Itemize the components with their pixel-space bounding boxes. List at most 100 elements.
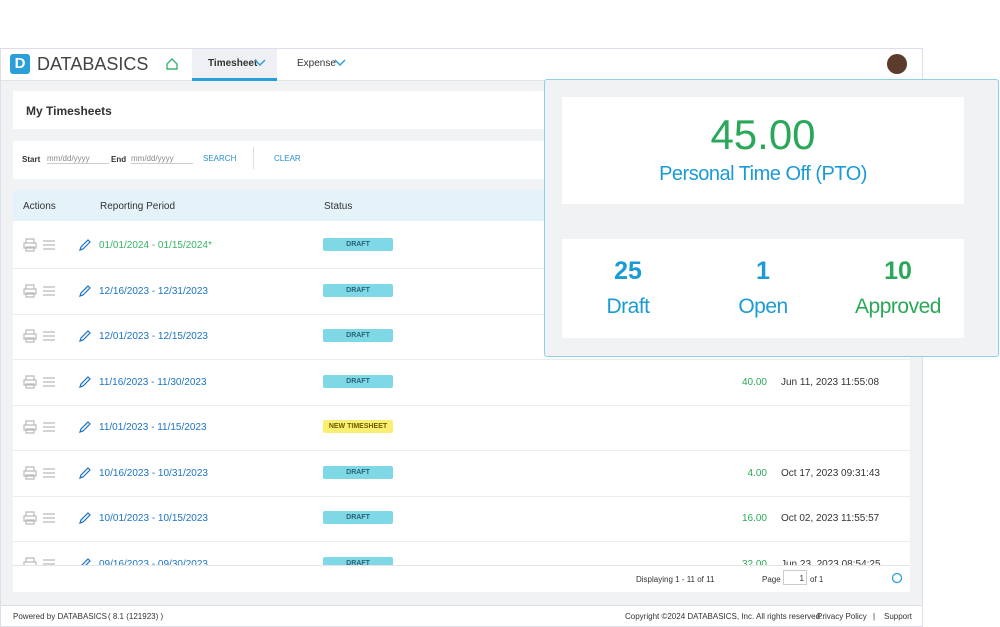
hours: 32.00 [741, 558, 767, 566]
modified-date: Jun 11, 2023 11:55:08 [781, 376, 880, 388]
hours: 4.00 [747, 467, 767, 479]
separator: | [873, 612, 876, 621]
column-header[interactable]: Actions [23, 201, 56, 212]
pto-hours: 45.00 [710, 111, 816, 158]
table-row: 10/01/2023 - 10/15/2023 DRAFT 16.00 Oct 02,… [13, 496, 910, 542]
print-icon[interactable] [23, 283, 37, 298]
status-badge: DRAFT [323, 238, 393, 251]
status-badge: DRAFT [323, 556, 393, 565]
print-icon[interactable] [23, 511, 37, 525]
stat-label: Open [738, 295, 788, 318]
stat-value: 1 [756, 257, 770, 285]
print-icon[interactable] [23, 556, 37, 566]
column-header[interactable]: Status [324, 201, 353, 212]
column-header[interactable]: Reporting Period [100, 201, 176, 212]
hours: 40.00 [741, 376, 767, 388]
reporting-period[interactable]: 11/01/2023 - 11/15/2023 [99, 422, 207, 433]
reporting-period[interactable]: 01/01/2024 - 01/15/2024* [99, 240, 212, 251]
table-row: 12/16/2023 - 12/31/2023 DRAFT [13, 269, 910, 315]
stat-value: 25 [614, 257, 642, 285]
status-badge: DRAFT [323, 329, 393, 342]
table-row: 10/16/2023 - 10/31/2023 DRAFT 4.00 Oct 17, … [13, 451, 910, 497]
search-button[interactable]: SEARCH [203, 154, 237, 163]
menu-icon[interactable] [42, 238, 56, 252]
menu-icon[interactable] [42, 329, 56, 343]
reporting-period[interactable]: 11/16/2023 - 11/30/2023 [99, 376, 207, 388]
modified-date: Oct 17, 2023 09:31:43 [781, 467, 880, 479]
status-badge: DRAFT [323, 283, 393, 297]
pager-display: Displaying 1 - 11 of 11 [636, 575, 715, 584]
table-row: 12/01/2023 - 12/15/2023 DRAFT [13, 314, 910, 360]
status-badge: DRAFT [323, 511, 393, 524]
status-badge: NEW TIMESHEET [323, 420, 393, 433]
reporting-period[interactable]: 10/16/2023 - 10/31/2023 [99, 467, 208, 479]
avatar[interactable] [887, 54, 907, 74]
status-badge: DRAFT [323, 374, 393, 388]
divider [253, 147, 254, 169]
table-row: 09/16/2023 - 09/30/2023 DRAFT 32.00 Jun 23,… [13, 542, 910, 566]
clear-button[interactable]: CLEAR [274, 154, 301, 163]
edit-icon[interactable] [78, 557, 92, 566]
reporting-period[interactable]: 09/16/2023 - 09/30/2023 [99, 558, 208, 566]
menu-icon[interactable] [42, 466, 56, 480]
chev [254, 59, 266, 67]
tab[interactable]: Timesheet [208, 58, 258, 69]
menu-icon[interactable] [42, 284, 56, 298]
menu-icon[interactable] [42, 511, 56, 525]
print-icon[interactable] [23, 465, 37, 480]
stat-label: Approved [855, 295, 941, 318]
print-icon[interactable] [23, 329, 37, 343]
page-input[interactable]: 1 [783, 570, 807, 585]
start-label: Start [22, 155, 41, 164]
reporting-period[interactable]: 10/01/2023 - 10/15/2023 [99, 513, 208, 524]
page-label: Page [762, 575, 781, 584]
edit-icon[interactable] [78, 238, 92, 252]
page-of: of 1 [810, 575, 824, 584]
refresh[interactable] [891, 572, 903, 584]
start-input[interactable]: mm/dd/yyyy [47, 154, 109, 164]
pager: Displaying 1 - 11 of 11 Page 1 of 1 [13, 565, 910, 592]
copyright: Copyright ©2024 DATABASICS, Inc. All rig… [625, 612, 823, 621]
menu-icon[interactable] [42, 375, 56, 389]
edit-icon[interactable] [78, 284, 92, 298]
chev [334, 59, 346, 67]
tab-active[interactable] [192, 49, 277, 81]
status-badge: DRAFT [323, 465, 393, 479]
edit-icon[interactable] [78, 466, 92, 480]
table-row: 11/16/2023 - 11/30/2023 DRAFT 40.00 Jun 11,… [13, 360, 910, 406]
stats-box: 25 Draft 1 Open 10 Approved [562, 239, 964, 338]
brand: DATABASICS [37, 54, 149, 74]
home-icon[interactable] [165, 57, 179, 71]
menu-icon[interactable] [42, 420, 56, 434]
hours: 16.00 [741, 513, 767, 524]
logo: D [10, 54, 30, 74]
end-input[interactable]: mm/dd/yyyy [131, 154, 193, 164]
end-label: End [111, 155, 127, 164]
support-link[interactable]: Support [884, 612, 913, 621]
edit-icon[interactable] [78, 420, 92, 434]
privacy-link[interactable]: Privacy Policy [817, 612, 867, 621]
nav-bar: D DATABASICS Timesheet Expense [1, 49, 922, 81]
panel-title: My Timesheets [26, 104, 112, 118]
reporting-period[interactable]: 12/16/2023 - 12/31/2023 [99, 285, 208, 297]
print-icon[interactable] [23, 420, 37, 434]
print-icon[interactable] [23, 374, 37, 389]
menu-icon[interactable] [42, 557, 56, 566]
powered: Powered by DATABASICS [13, 612, 107, 621]
footer: Powered by DATABASICS ( 8.1 (121923) ) C… [1, 605, 922, 626]
stat-label: Draft [606, 295, 650, 318]
print-icon[interactable] [23, 238, 37, 252]
reporting-period[interactable]: 12/01/2023 - 12/15/2023 [99, 331, 208, 342]
version: ( 8.1 (121923) ) [108, 612, 164, 621]
pto-label: Personal Time Off (PTO) [659, 163, 867, 185]
pto-box: 45.00 Personal Time Off (PTO) [562, 97, 964, 204]
edit-icon[interactable] [78, 375, 92, 389]
tab[interactable]: Expense [297, 58, 336, 69]
edit-icon[interactable] [78, 511, 92, 525]
table-row: 11/01/2023 - 11/15/2023 NEW TIMESHEET [13, 405, 910, 451]
modified-date: Oct 02, 2023 11:55:57 [781, 513, 880, 524]
modified-date: Jun 23, 2023 08:54:25 [781, 558, 881, 566]
edit-icon[interactable] [78, 329, 92, 343]
summary-card: 45.00 Personal Time Off (PTO) 25 Draft 1 Op… [544, 79, 999, 357]
